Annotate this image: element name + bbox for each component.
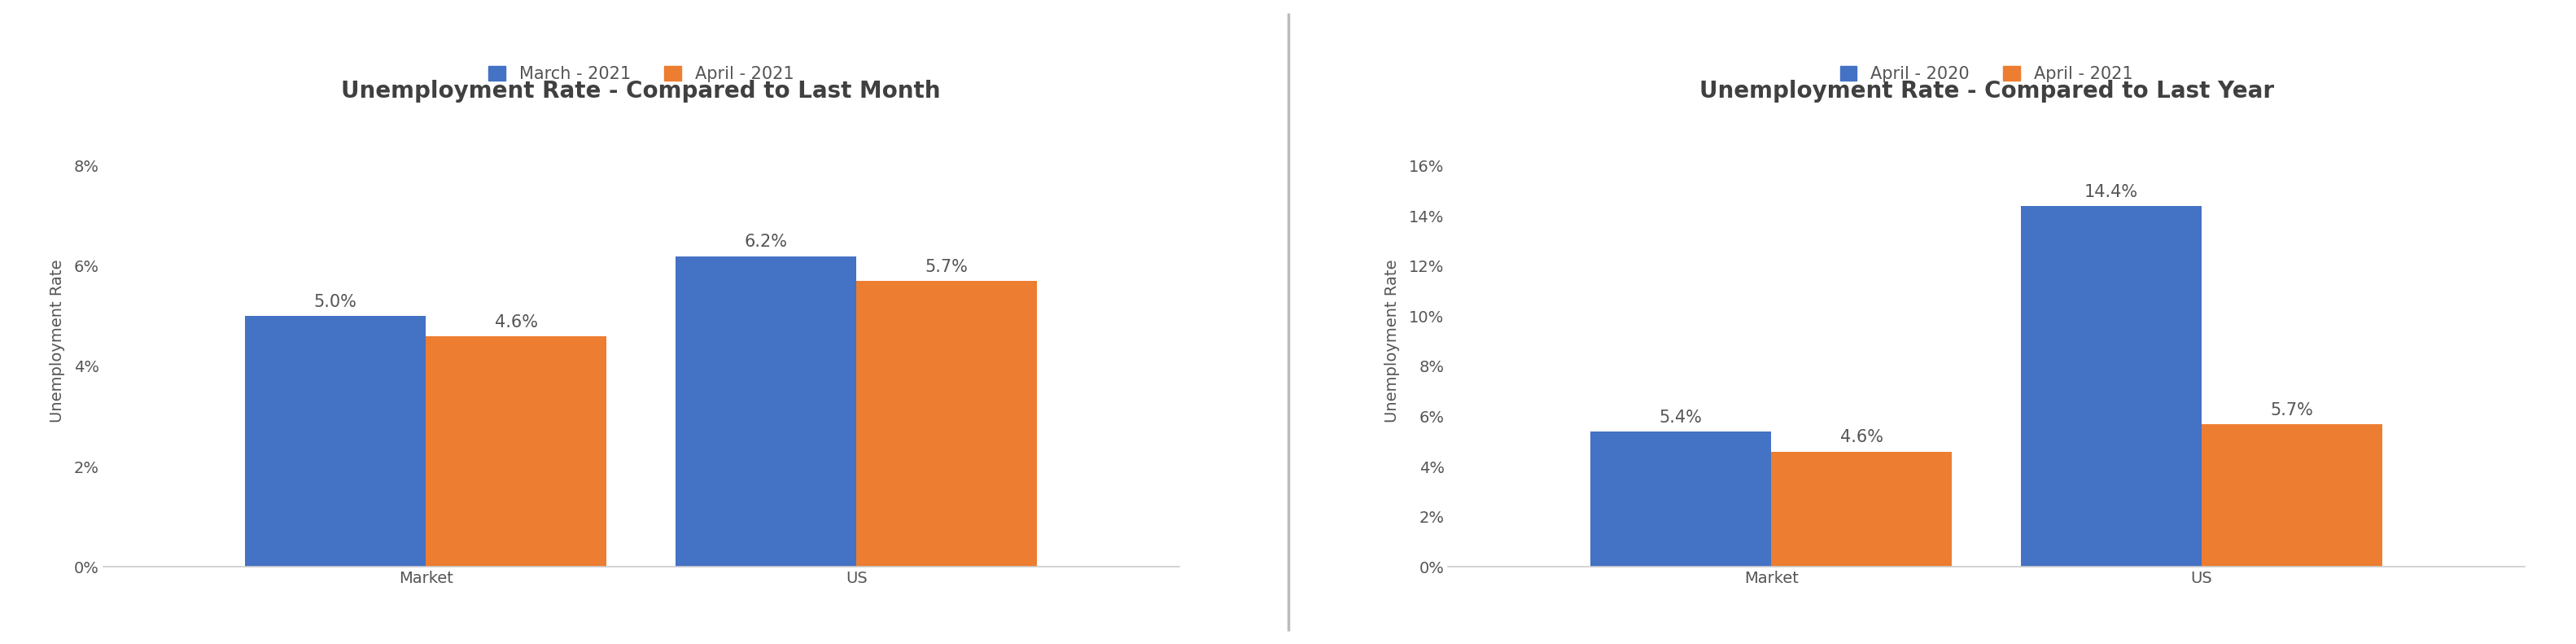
Text: 4.6%: 4.6% (495, 314, 538, 330)
Bar (855, 281, 1038, 567)
Text: 5.4%: 5.4% (1659, 410, 1703, 426)
Y-axis label: Unemployment Rate: Unemployment Rate (49, 260, 64, 423)
Bar (2020, 206, 2202, 567)
Y-axis label: Unemployment Rate: Unemployment Rate (1383, 260, 1399, 423)
Bar (425, 336, 608, 567)
Legend: April - 2020, April - 2021: April - 2020, April - 2021 (1839, 66, 2133, 82)
Bar (1589, 431, 1772, 567)
Text: 5.7%: 5.7% (2269, 402, 2313, 418)
Bar (675, 256, 855, 567)
Title: Unemployment Rate - Compared to Last Month: Unemployment Rate - Compared to Last Mon… (343, 80, 940, 102)
Title: Unemployment Rate - Compared to Last Year: Unemployment Rate - Compared to Last Yea… (1700, 80, 2275, 102)
Bar (1772, 451, 1953, 567)
Text: 4.6%: 4.6% (1839, 430, 1883, 446)
Text: 14.4%: 14.4% (2084, 184, 2138, 200)
Legend: March - 2021, April - 2021: March - 2021, April - 2021 (489, 66, 793, 82)
Bar (245, 316, 425, 567)
Text: 5.0%: 5.0% (314, 294, 358, 310)
Bar (2202, 424, 2383, 567)
Text: 6.2%: 6.2% (744, 234, 788, 251)
Text: 5.7%: 5.7% (925, 259, 969, 276)
